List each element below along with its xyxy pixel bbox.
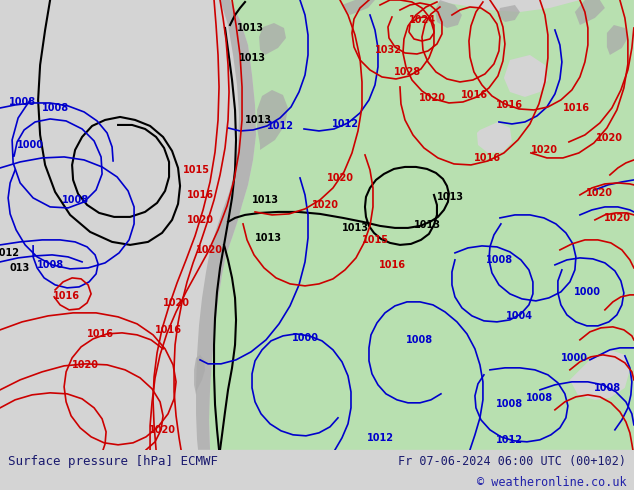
Text: 1020: 1020 bbox=[586, 188, 613, 198]
Text: 1032: 1032 bbox=[375, 45, 401, 55]
Text: 1015: 1015 bbox=[183, 165, 210, 175]
Text: 1020: 1020 bbox=[311, 200, 339, 210]
Text: 1016: 1016 bbox=[53, 291, 80, 301]
Text: 1008: 1008 bbox=[42, 103, 68, 113]
Text: 1013: 1013 bbox=[238, 53, 266, 63]
Text: 1012: 1012 bbox=[266, 121, 294, 131]
Text: 1013: 1013 bbox=[245, 115, 271, 125]
Text: 1000: 1000 bbox=[16, 140, 44, 150]
Text: 1008: 1008 bbox=[8, 97, 36, 107]
Text: 1024: 1024 bbox=[408, 15, 436, 25]
Text: 1008: 1008 bbox=[594, 383, 621, 393]
Text: 1008: 1008 bbox=[526, 393, 553, 403]
Text: Surface pressure [hPa] ECMWF: Surface pressure [hPa] ECMWF bbox=[8, 455, 217, 468]
Text: 1013: 1013 bbox=[252, 195, 278, 205]
Text: 1016: 1016 bbox=[186, 190, 214, 200]
Text: 1020: 1020 bbox=[604, 213, 631, 223]
Polygon shape bbox=[435, 0, 462, 28]
Polygon shape bbox=[197, 0, 634, 450]
Polygon shape bbox=[477, 122, 512, 153]
Text: 1008: 1008 bbox=[486, 255, 514, 265]
Text: 1013: 1013 bbox=[342, 223, 368, 233]
Text: 1016: 1016 bbox=[462, 90, 488, 100]
Text: 1013: 1013 bbox=[413, 220, 441, 230]
Text: 1004: 1004 bbox=[507, 311, 533, 321]
Text: 1012: 1012 bbox=[366, 433, 394, 443]
Text: 1028: 1028 bbox=[394, 67, 422, 77]
Text: 1016: 1016 bbox=[87, 329, 113, 339]
Text: 1020: 1020 bbox=[148, 425, 176, 435]
Polygon shape bbox=[194, 355, 205, 395]
Polygon shape bbox=[504, 55, 548, 97]
Polygon shape bbox=[575, 0, 605, 25]
Text: 1008: 1008 bbox=[406, 335, 434, 345]
Text: 1008: 1008 bbox=[61, 195, 89, 205]
Text: 1016: 1016 bbox=[564, 103, 590, 113]
Polygon shape bbox=[607, 25, 628, 55]
Text: 1020: 1020 bbox=[186, 215, 214, 225]
Text: 1016: 1016 bbox=[496, 100, 524, 110]
Polygon shape bbox=[196, 0, 256, 450]
Text: Fr 07-06-2024 06:00 UTC (00+102): Fr 07-06-2024 06:00 UTC (00+102) bbox=[398, 455, 626, 468]
Polygon shape bbox=[257, 90, 288, 150]
Text: 1020: 1020 bbox=[72, 360, 99, 370]
Text: 1008: 1008 bbox=[496, 399, 524, 409]
Polygon shape bbox=[259, 23, 286, 55]
Text: 1012: 1012 bbox=[332, 119, 358, 129]
Text: 1020: 1020 bbox=[418, 93, 446, 103]
Text: 1000: 1000 bbox=[561, 353, 588, 363]
Text: 1016: 1016 bbox=[155, 325, 181, 335]
Text: 013: 013 bbox=[10, 263, 30, 273]
Polygon shape bbox=[570, 350, 630, 400]
Text: 1015: 1015 bbox=[361, 235, 389, 245]
Text: © weatheronline.co.uk: © weatheronline.co.uk bbox=[477, 476, 626, 490]
Polygon shape bbox=[0, 0, 210, 450]
Text: 1020: 1020 bbox=[162, 298, 190, 308]
Text: -1012: -1012 bbox=[0, 248, 20, 258]
Text: 1020: 1020 bbox=[531, 145, 559, 155]
Text: 1000: 1000 bbox=[574, 287, 602, 297]
Polygon shape bbox=[342, 0, 375, 15]
Text: 1013: 1013 bbox=[254, 233, 281, 243]
Text: 1000: 1000 bbox=[292, 333, 318, 343]
Text: 1020: 1020 bbox=[195, 245, 223, 255]
Text: 1012: 1012 bbox=[496, 435, 524, 445]
Text: 1020: 1020 bbox=[597, 133, 623, 143]
Text: 1008: 1008 bbox=[37, 260, 63, 270]
Text: 1016: 1016 bbox=[378, 260, 406, 270]
Text: 1013: 1013 bbox=[436, 192, 463, 202]
Text: 1020: 1020 bbox=[327, 173, 354, 183]
Polygon shape bbox=[498, 5, 520, 22]
Text: 1013: 1013 bbox=[236, 23, 264, 33]
Text: 1016: 1016 bbox=[474, 153, 501, 163]
